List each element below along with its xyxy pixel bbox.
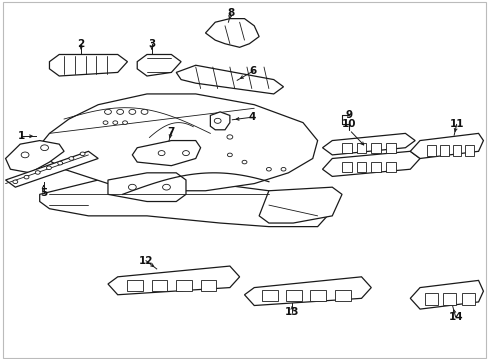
Circle shape [122,121,127,125]
Circle shape [80,152,85,156]
Polygon shape [176,65,283,94]
Text: 9: 9 [345,111,352,121]
Polygon shape [40,180,327,226]
Polygon shape [409,134,483,158]
Circle shape [227,153,232,157]
Circle shape [24,175,29,179]
Bar [310,290,326,301]
Bar [424,293,437,305]
Circle shape [46,166,51,170]
Circle shape [281,167,285,171]
Bar [443,293,455,305]
Polygon shape [322,151,419,176]
Bar [465,145,473,156]
Text: 7: 7 [167,127,175,136]
Bar [439,145,448,156]
Circle shape [214,118,221,123]
Circle shape [266,167,271,171]
Circle shape [242,160,246,164]
Polygon shape [137,54,181,76]
Bar [370,162,380,172]
Bar [427,145,435,156]
Circle shape [103,121,108,125]
Circle shape [69,157,74,160]
Circle shape [21,152,29,158]
Bar [176,280,191,291]
Text: 14: 14 [447,312,462,322]
Text: 13: 13 [285,307,299,317]
Polygon shape [259,187,341,223]
Bar [285,290,302,301]
Text: 6: 6 [249,66,256,76]
Circle shape [41,145,48,150]
Polygon shape [35,94,317,191]
Bar [356,143,366,153]
Circle shape [58,161,62,165]
Bar [341,143,351,153]
Circle shape [113,121,118,125]
Polygon shape [322,134,414,155]
Circle shape [129,109,136,114]
Bar [385,143,395,153]
Bar [334,290,350,301]
Text: 3: 3 [148,40,155,49]
Text: 2: 2 [78,40,84,49]
Circle shape [162,184,170,190]
Bar [341,162,351,172]
Text: 8: 8 [227,8,234,18]
Bar [385,162,395,172]
Polygon shape [132,140,200,166]
Polygon shape [108,266,239,295]
Text: 4: 4 [247,112,255,122]
Bar [452,145,461,156]
Polygon shape [244,277,370,306]
Polygon shape [409,280,483,309]
Circle shape [117,109,123,114]
Circle shape [128,184,136,190]
Polygon shape [5,151,98,187]
Circle shape [226,135,232,139]
Circle shape [158,150,164,156]
Bar [370,143,380,153]
Bar [261,290,277,301]
Text: 5: 5 [40,188,47,198]
Polygon shape [49,54,127,76]
Text: 12: 12 [139,256,153,266]
Text: 11: 11 [448,120,463,129]
Text: 1: 1 [18,131,25,141]
Polygon shape [210,112,229,130]
Bar [152,280,167,291]
Circle shape [104,109,111,114]
Circle shape [13,180,18,184]
Circle shape [35,171,40,174]
Circle shape [182,150,189,156]
Bar [461,293,474,305]
Bar [127,280,143,291]
Polygon shape [205,19,259,47]
Bar [200,280,216,291]
Text: 10: 10 [342,120,356,129]
Bar [356,162,366,172]
Circle shape [141,109,148,114]
Polygon shape [108,173,185,202]
Polygon shape [5,140,64,173]
